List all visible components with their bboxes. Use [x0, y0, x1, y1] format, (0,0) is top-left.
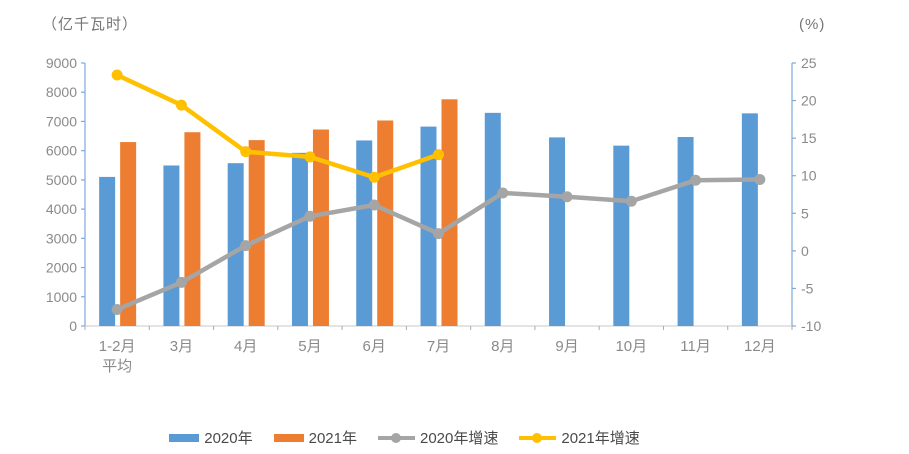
growth-marker-2021年增速 [175, 99, 187, 111]
left-axis-tick-label: 4000 [46, 201, 77, 217]
right-axis-tick-label: -10 [801, 318, 821, 334]
x-tick-label: 1-2月平均 [99, 338, 136, 375]
right-axis-tick-label: 20 [801, 93, 817, 109]
x-tick-label: 10月 [615, 338, 647, 355]
legend-swatch-2021-bar-icon [273, 433, 304, 442]
growth-marker-2021年增速 [111, 69, 123, 81]
right-axis-tick-label: 0 [801, 243, 809, 259]
growth-marker-2020年增速 [497, 187, 509, 199]
right-axis-tick-label: 25 [801, 55, 817, 71]
x-tick-label: 7月 [427, 338, 450, 355]
growth-line-2021年增速 [114, 72, 441, 180]
legend-label-2021-growth: 2021年增速 [561, 430, 640, 447]
bar-2020年-10 [741, 113, 758, 327]
legend-swatch-2021-line-icon [519, 432, 557, 443]
x-tick-label: 8月 [491, 338, 514, 355]
legend-label-2021: 2021年 [308, 430, 357, 447]
legend-swatch-2020-bar-icon [169, 433, 200, 442]
left-axis-tick-label: 2000 [46, 260, 77, 276]
growth-marker-2020年增速 [111, 303, 123, 315]
left-axis-tick-label: 0 [69, 318, 77, 334]
right-axis-title: (%) [799, 16, 826, 33]
bar-2020年-7 [549, 137, 566, 326]
bar-2021年-0 [120, 142, 137, 326]
legend-item-2021-bars: 2021年 [273, 427, 357, 448]
left-axis-tick-label: 6000 [46, 143, 77, 159]
bar-2020年-0 [99, 176, 116, 326]
left-axis-tick-label: 3000 [46, 230, 77, 246]
growth-marker-2020年增速 [754, 173, 766, 185]
bar-2021年-1 [184, 132, 201, 326]
legend-label-2020: 2020年 [204, 430, 253, 447]
x-tick-label: 6月 [363, 338, 386, 355]
x-tick-label: 5月 [298, 338, 321, 355]
legend-swatch-2020-line-icon [378, 432, 415, 443]
growth-marker-2021年增速 [433, 149, 444, 161]
growth-marker-2021年增速 [304, 151, 316, 163]
right-axis-tick-label: -5 [801, 280, 814, 296]
bar-2020年-9 [677, 137, 694, 326]
bar-2020年-2 [227, 163, 244, 326]
x-tick-label: 9月 [555, 338, 578, 355]
growth-marker-2020年增速 [304, 210, 316, 222]
left-axis-tick-label: 5000 [46, 172, 77, 188]
x-tick-label: 4月 [234, 338, 257, 355]
growth-marker-2021年增速 [368, 171, 380, 183]
left-axis-tick-label: 7000 [46, 113, 77, 129]
left-axis-tick-label: 1000 [46, 289, 77, 305]
x-tick-label: 11月 [680, 338, 711, 355]
bar-2021年-4 [377, 120, 394, 327]
bar-2020年-4 [356, 140, 373, 326]
left-axis-title: （亿千瓦时） [42, 16, 139, 33]
growth-marker-2020年增速 [690, 174, 702, 186]
right-axis-tick-label: 5 [801, 205, 809, 221]
x-tick-label: 3月 [170, 338, 193, 355]
growth-marker-2020年增速 [240, 240, 252, 252]
growth-marker-2020年增速 [433, 228, 444, 240]
bar-2020年-5 [420, 126, 437, 326]
bar-2021年-5 [441, 99, 458, 326]
growth-marker-2021年增速 [240, 146, 252, 158]
bar-2020年-8 [613, 145, 630, 326]
bar-2021年-3 [312, 129, 329, 326]
left-axis-tick-label: 8000 [46, 84, 77, 100]
bar-2020年-3 [291, 152, 308, 326]
bar-2020年-6 [484, 112, 501, 326]
growth-line-2020年增速 [114, 177, 763, 312]
growth-marker-2020年增速 [625, 195, 637, 207]
legend: 2020年 2021年 2020年增速 2021年增速 [0, 427, 909, 448]
x-tick-label: 12月 [744, 338, 776, 355]
legend-item-2021-growth: 2021年增速 [519, 427, 640, 448]
bar-2021年-2 [248, 140, 265, 326]
legend-item-2020-growth: 2020年增速 [378, 427, 498, 448]
bar-2020年-1 [163, 165, 180, 326]
right-axis-tick-label: 15 [801, 130, 817, 146]
growth-marker-2020年增速 [561, 191, 573, 203]
legend-label-2020-growth: 2020年增速 [420, 430, 499, 447]
growth-marker-2020年增速 [175, 276, 187, 288]
right-axis-tick-label: 10 [801, 168, 817, 184]
left-axis-tick-label: 9000 [46, 55, 77, 71]
growth-marker-2020年增速 [368, 199, 380, 211]
legend-item-2020-bars: 2020年 [169, 427, 253, 448]
